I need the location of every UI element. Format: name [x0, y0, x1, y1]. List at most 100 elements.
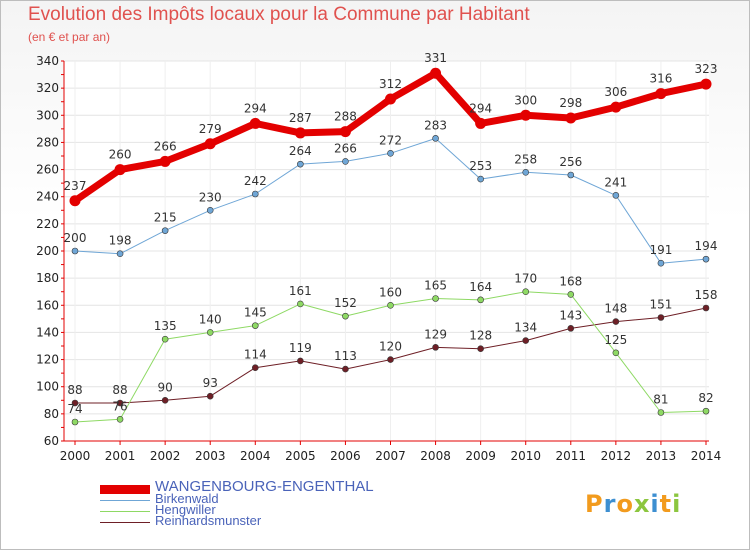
data-point-wangenbourg: [565, 112, 577, 124]
y-tick-label: 60: [44, 434, 59, 448]
data-point-wangenbourg: [700, 78, 712, 90]
legend-item-wangenbourg: WANGENBOURG-ENGENTHAL: [100, 478, 440, 495]
data-point-reinhardsmunster: [432, 344, 439, 351]
series-wangenbourg: 237 260 266 279 294 287 288 312 331 294 300 298 306 3…: [64, 51, 718, 207]
legend-label-wangenbourg: WANGENBOURG-ENGENTHAL: [155, 478, 374, 495]
y-tick-label: 320: [36, 81, 59, 95]
legend-label-hengwiller: Hengwiller: [155, 502, 216, 517]
data-label-birkenwald: 258: [514, 152, 537, 166]
x-tick-label: 2003: [195, 449, 226, 463]
x-tick-label: 2008: [420, 449, 451, 463]
data-point-birkenwald: [432, 135, 439, 142]
data-label-wangenbourg: 323: [695, 62, 718, 76]
data-label-reinhardsmunster: 129: [424, 327, 447, 341]
data-label-hengwiller: 152: [334, 296, 357, 310]
data-label-hengwiller: 135: [154, 319, 177, 333]
data-label-reinhardsmunster: 134: [514, 321, 537, 335]
series-birkenwald: 200 198 215 230 242 264 266 272 283 253 258 256 241 1…: [64, 118, 717, 267]
data-point-hengwiller: [567, 291, 575, 298]
data-label-wangenbourg: 306: [604, 85, 627, 99]
data-point-birkenwald: [71, 247, 79, 255]
data-label-hengwiller: 170: [514, 272, 537, 286]
logo-letter: t: [659, 490, 673, 518]
data-point-reinhardsmunster: [567, 325, 575, 332]
data-point-reinhardsmunster: [206, 392, 214, 400]
y-tick-label: 280: [36, 135, 59, 149]
data-point-wangenbourg: [114, 164, 126, 176]
data-label-hengwiller: 125: [604, 333, 627, 347]
logo-letter: r: [603, 490, 617, 518]
data-point-birkenwald: [206, 206, 214, 214]
data-label-hengwiller: 74: [67, 402, 82, 416]
y-tick-label: 180: [36, 271, 59, 285]
data-point-hengwiller: [612, 349, 620, 357]
legend-item-reinhardsmunster: Reinhardsmunster: [100, 513, 440, 528]
data-point-hengwiller: [522, 288, 530, 296]
data-point-birkenwald: [342, 158, 349, 165]
data-point-birkenwald: [297, 160, 304, 168]
data-point-hengwiller: [71, 418, 79, 426]
data-label-reinhardsmunster: 88: [112, 383, 127, 397]
data-label-birkenwald: 253: [469, 159, 492, 173]
legend-swatch-reinhardsmunster: [100, 522, 150, 523]
data-point-wangenbourg: [159, 155, 171, 167]
series-hengwiller: 74 76 135 140 145 161 152 160 165 164 170 168 125 81 8…: [67, 272, 714, 426]
y-tick-label: 260: [36, 163, 59, 177]
data-point-wangenbourg: [520, 109, 532, 121]
data-label-wangenbourg: 279: [199, 122, 222, 136]
data-point-wangenbourg: [475, 117, 487, 129]
legend-label-reinhardsmunster: Reinhardsmunster: [155, 513, 262, 528]
data-label-birkenwald: 264: [289, 144, 312, 158]
x-tick-label: 2014: [691, 449, 722, 463]
data-point-hengwiller: [251, 322, 259, 329]
data-label-wangenbourg: 298: [559, 96, 582, 110]
legend-item-hengwiller: Hengwiller: [100, 502, 440, 517]
x-tick-label: 2006: [330, 449, 361, 463]
data-label-reinhardsmunster: 158: [695, 288, 718, 302]
logo-letter: P: [585, 490, 604, 518]
data-label-hengwiller: 164: [469, 280, 492, 294]
data-label-reinhardsmunster: 128: [469, 329, 492, 343]
y-tick-label: 120: [36, 353, 59, 367]
x-tick-label: 2004: [240, 449, 271, 463]
data-point-reinhardsmunster: [297, 357, 304, 365]
y-tick-label: 300: [36, 108, 59, 122]
data-point-reinhardsmunster: [477, 345, 484, 353]
data-label-reinhardsmunster: 148: [604, 302, 627, 316]
y-tick-label: 80: [44, 407, 59, 421]
data-label-hengwiller: 161: [289, 284, 312, 298]
data-label-hengwiller: 168: [559, 274, 582, 288]
data-point-birkenwald: [657, 259, 665, 267]
data-point-birkenwald: [387, 149, 394, 157]
data-label-reinhardsmunster: 119: [289, 341, 312, 355]
data-point-hengwiller: [657, 409, 665, 416]
legend-swatch-wangenbourg: [100, 485, 150, 494]
data-label-birkenwald: 198: [109, 234, 132, 248]
data-label-birkenwald: 266: [334, 141, 357, 155]
logo-letter: o: [616, 490, 634, 518]
data-label-wangenbourg: 312: [379, 77, 402, 91]
data-label-reinhardsmunster: 113: [334, 349, 357, 363]
data-point-reinhardsmunster: [71, 399, 79, 407]
data-label-reinhardsmunster: 151: [649, 298, 672, 312]
data-label-hengwiller: 140: [199, 312, 222, 326]
data-point-wangenbourg: [204, 138, 216, 150]
data-label-birkenwald: 242: [244, 174, 267, 188]
data-point-birkenwald: [251, 190, 259, 198]
data-label-wangenbourg: 294: [244, 101, 267, 115]
y-tick-label: 160: [36, 298, 59, 312]
logo-letter: x: [633, 490, 651, 518]
data-point-birkenwald: [477, 175, 484, 183]
y-tick-label: 240: [36, 190, 59, 204]
data-point-reinhardsmunster: [251, 364, 259, 372]
x-tick-label: 2007: [375, 449, 406, 463]
logo-letter: i: [650, 490, 660, 518]
data-point-birkenwald: [612, 192, 620, 199]
series-reinhardsmunster: 88 88 90 93 114 119 113 120 129 128 134 143 148 151 15…: [67, 288, 718, 407]
data-label-reinhardsmunster: 88: [67, 383, 82, 397]
y-tick-label: 100: [36, 380, 59, 394]
x-tick-label: 2011: [556, 449, 587, 463]
data-label-wangenbourg: 287: [289, 111, 312, 125]
data-label-hengwiller: 145: [244, 306, 267, 320]
